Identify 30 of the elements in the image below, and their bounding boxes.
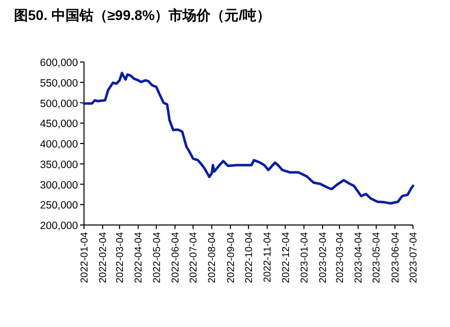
y-tick-label: 450,000 (40, 118, 78, 130)
x-tick-label: 2023-03-04 (334, 232, 346, 284)
y-tick-label: 250,000 (40, 200, 78, 212)
y-tick-label: 500,000 (40, 98, 78, 110)
x-tick-label: 2022-06-04 (170, 232, 182, 284)
x-tick-label: 2023-01-04 (299, 232, 310, 284)
y-tick-label: 350,000 (40, 158, 78, 171)
x-tick-label: 2023-04-04 (354, 232, 365, 284)
line-series (82, 72, 414, 205)
x-tick-label: 2022-09-04 (226, 232, 237, 284)
y-tick-label: 200,000 (40, 220, 78, 232)
y-tick-label: 600,000 (40, 57, 78, 69)
x-tick-label: 2022-03-04 (115, 232, 126, 284)
x-tick-label: 2022-02-04 (98, 232, 110, 284)
y-tick-label: 400,000 (40, 138, 78, 150)
x-tick-label: 2022-08-04 (207, 232, 218, 284)
x-tick-label: 2022-10-04 (244, 232, 255, 284)
x-tick-label: 2022-01-04 (80, 232, 90, 284)
y-tick-label: 550,000 (40, 77, 78, 90)
x-tick-label: 2022-11-04 (262, 232, 274, 282)
x-tick-label: 2022-12-04 (280, 232, 292, 284)
x-tick-label: 2023-05-04 (372, 232, 383, 284)
x-tick-label: 2022-07-04 (188, 232, 200, 284)
x-tick-label: 2023-06-04 (390, 232, 402, 284)
x-tick-label: 2022-05-04 (152, 232, 163, 284)
chart-title: 图50. 中国钴（≥99.8%）市场价（元/吨） (14, 7, 271, 23)
x-tick-label: 2023-02-04 (318, 232, 330, 284)
x-tick-label: 2022-04-04 (134, 232, 145, 284)
y-tick-label: 300,000 (40, 179, 78, 192)
x-tick-label: 2023-07-04 (408, 232, 420, 284)
